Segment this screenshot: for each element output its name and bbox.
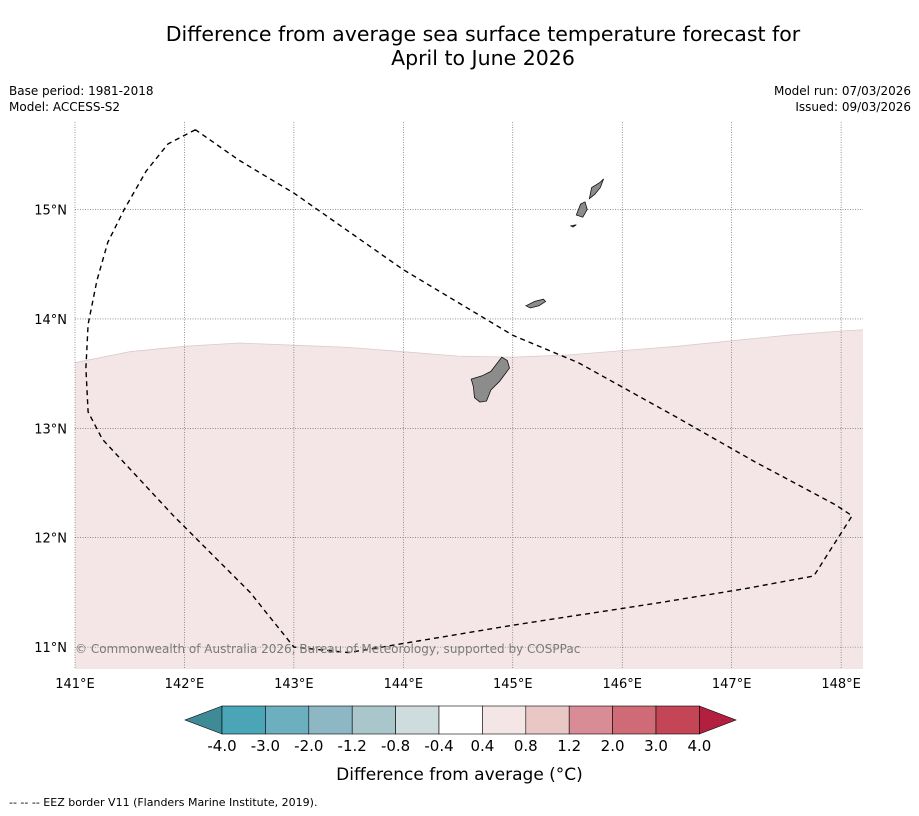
anomaly-contour <box>74 329 864 364</box>
colorbar-tick-label: 0.8 <box>514 737 538 755</box>
lon-tick-label: 148°E <box>821 677 861 692</box>
footnote: -- -- -- EEZ border V11 (Flanders Marine… <box>9 796 318 809</box>
colorbar-tick-label: -0.8 <box>381 737 410 755</box>
issued-date: Issued: 09/03/2026 <box>795 100 911 114</box>
lon-tick-label: 143°E <box>274 677 314 692</box>
island-rota <box>525 298 547 309</box>
title-line-2: April to June 2026 <box>391 46 575 70</box>
lat-tick-label: 15°N <box>34 204 67 219</box>
colorbar-label: Difference from average (°C) <box>336 765 583 785</box>
colorbar-tick-label: -1.2 <box>338 737 367 755</box>
colorbar-bin <box>612 705 657 735</box>
lon-tick-label: 147°E <box>712 677 752 692</box>
lat-tick-label: 13°N <box>34 422 67 437</box>
model-name: Model: ACCESS-S2 <box>9 100 121 114</box>
island-saipan <box>588 178 604 200</box>
lon-tick-label: 141°E <box>55 677 95 692</box>
lon-tick-label: 144°E <box>384 677 424 692</box>
anomaly-region-0-4 <box>75 329 863 669</box>
lon-tick-label: 146°E <box>602 677 642 692</box>
colorbar-bin <box>568 705 613 735</box>
colorbar-tick-label: -0.4 <box>424 737 453 755</box>
lon-tick-label: 142°E <box>165 677 205 692</box>
colorbar-bin <box>221 705 266 735</box>
colorbar-tick-label: 2.0 <box>601 737 625 755</box>
colorbar-bin <box>351 705 396 735</box>
colorbar-bin <box>308 705 353 735</box>
colorbar-bin <box>265 705 310 735</box>
info-left: Base period: 1981-2018 Model: ACCESS-S2 <box>9 83 154 115</box>
info-right: Model run: 07/03/2026 Issued: 09/03/2026 <box>774 83 911 115</box>
chart-title: Difference from average sea surface temp… <box>0 22 919 70</box>
colorbar-bin <box>395 705 440 735</box>
lon-tick-label: 145°E <box>493 677 533 692</box>
island-tinian <box>575 201 588 218</box>
island-guam <box>470 356 510 403</box>
colorbar: -4.0 -3.0 -2.0 -1.2 -0.8 -0.4 0.4 0.8 1.2 2.0 3.0 4… <box>184 705 737 755</box>
lat-tick-label: 14°N <box>34 313 67 328</box>
map-layer: 141°E 142°E 143°E 144°E 145°E 146°E 147°E 148°E… <box>34 122 864 692</box>
title-line-1: Difference from average sea surface temp… <box>165 22 801 46</box>
colorbar-tick-label: -2.0 <box>294 737 323 755</box>
lat-tick-label: 12°N <box>34 532 67 547</box>
colorbar-extend-max <box>699 705 737 735</box>
colorbar-tick-label: 0.4 <box>470 737 494 755</box>
colorbar-bin <box>438 705 483 735</box>
colorbar-tick-label: 4.0 <box>687 737 711 755</box>
colorbar-tick-label: 3.0 <box>644 737 668 755</box>
island-aguijan <box>569 224 577 228</box>
colorbar-bin <box>655 705 700 735</box>
base-period: Base period: 1981-2018 <box>9 84 154 98</box>
colorbar-tick-label: -3.0 <box>251 737 280 755</box>
colorbar-bin <box>525 705 570 735</box>
colorbar-extend-min <box>184 705 223 735</box>
colorbar-tick-label: 1.2 <box>557 737 581 755</box>
model-run: Model run: 07/03/2026 <box>773 84 911 98</box>
colorbar-bin <box>482 705 527 735</box>
colorbar-tick-label: -4.0 <box>207 737 236 755</box>
copyright-text: © Commonwealth of Australia 2026, Bureau… <box>75 642 580 656</box>
lat-tick-label: 11°N <box>34 641 67 656</box>
